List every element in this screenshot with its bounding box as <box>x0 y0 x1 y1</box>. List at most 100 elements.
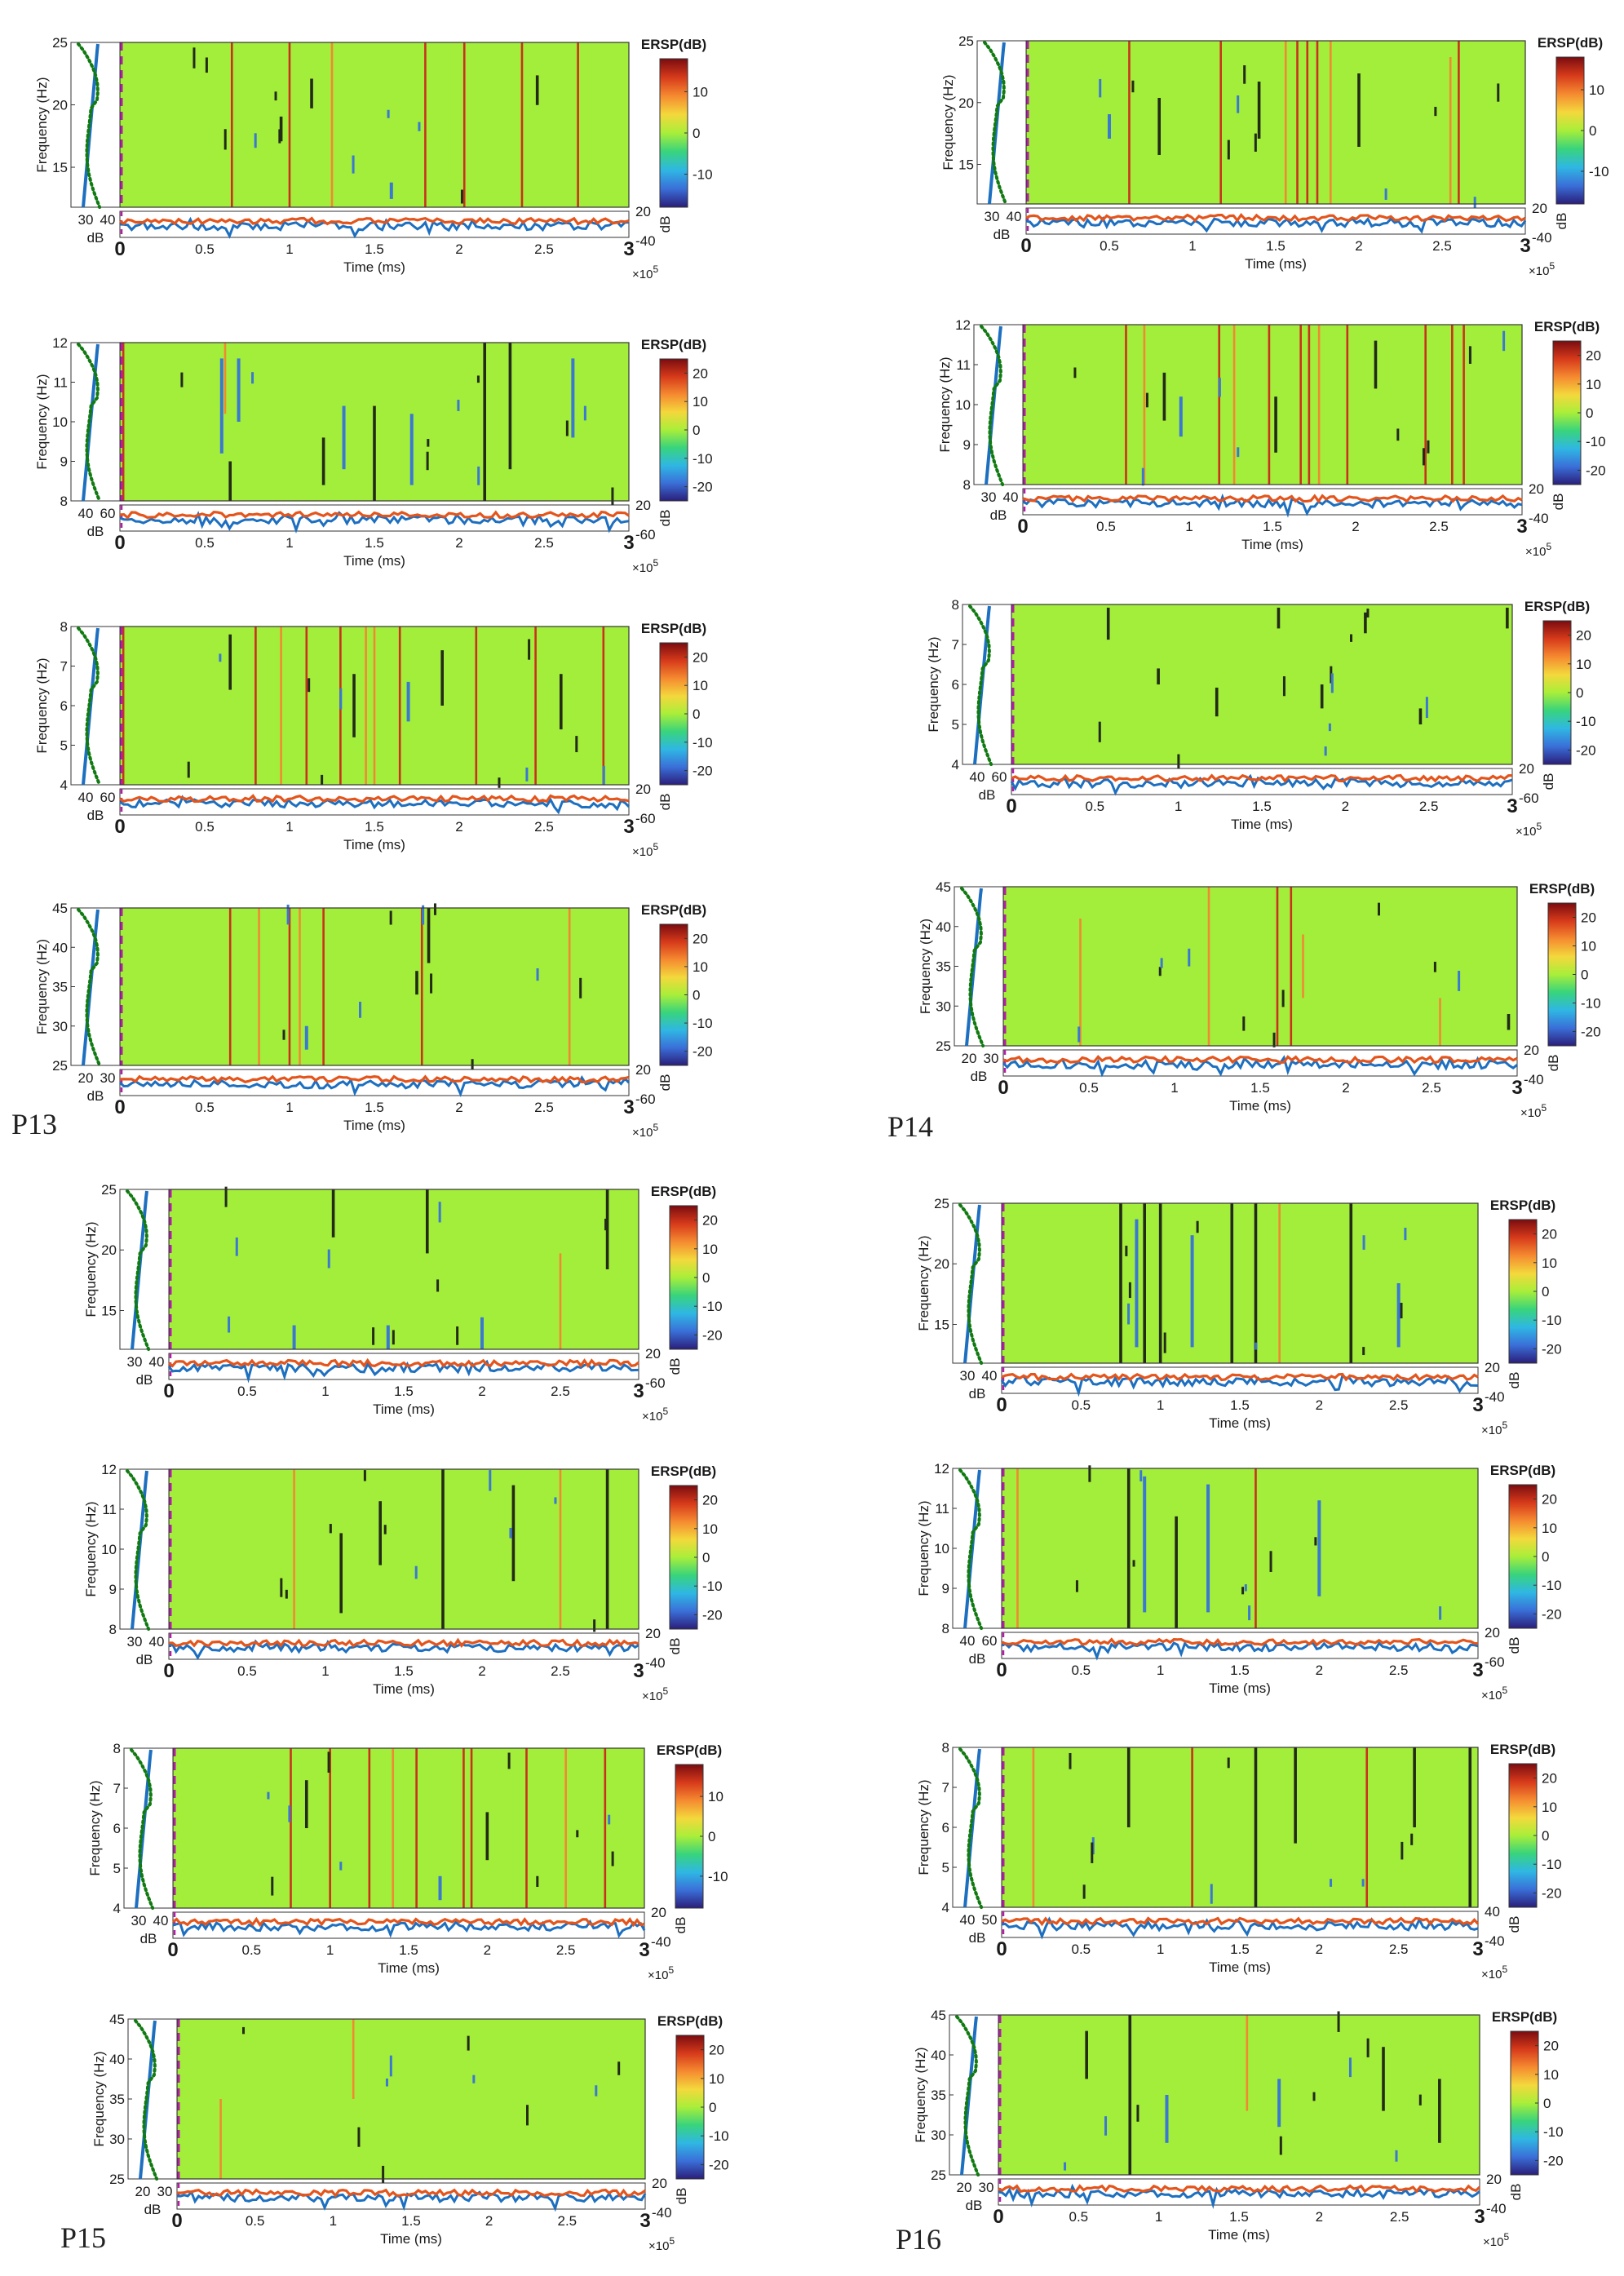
time-tick-label: 1 <box>1185 519 1193 534</box>
ersp-speckle <box>1473 197 1476 210</box>
ersp-speckle <box>1281 990 1285 1007</box>
power-spectrum-baseline-line <box>126 1469 151 1631</box>
ersp-speckle <box>608 1814 611 1825</box>
ersp-event-streak <box>1418 708 1423 724</box>
erp-axis-label: dB <box>674 2188 689 2205</box>
ersp-speckle <box>1091 1842 1094 1863</box>
heatmap-area <box>177 2019 645 2179</box>
ersp-speckle <box>363 1470 366 1481</box>
erp-trace-blue <box>1001 1916 1479 1940</box>
freq-tick-label: 8 <box>60 619 68 635</box>
power-spectrum-baseline-line <box>126 1189 151 1351</box>
ersp-speckle <box>1427 440 1430 454</box>
time-tick-label: 2.5 <box>534 241 554 257</box>
freq-axis-label: Frequency (Hz) <box>91 2051 107 2146</box>
ersp-speckle <box>1458 971 1461 991</box>
colorbar-tick-label: -10 <box>1542 1313 1562 1328</box>
ersp-event-streak <box>1207 887 1210 1046</box>
colorbar-tick-label: 10 <box>693 84 708 100</box>
time-tick-label: 0 <box>996 1659 1007 1681</box>
ersp-event-streak <box>1382 2047 1385 2111</box>
ersp-speckle <box>617 2061 621 2075</box>
ersp-speckle <box>1282 676 1285 697</box>
ersp-event-streak <box>420 908 423 1065</box>
erp-trace-blue <box>168 1639 639 1660</box>
freq-tick-label: 5 <box>113 1861 121 1876</box>
time-tick-label: 2.5 <box>1389 1397 1409 1413</box>
colorbar-tick-label: 20 <box>709 2043 724 2058</box>
ersp-event-streak <box>1143 325 1146 485</box>
ersp-event-streak <box>386 1325 390 1349</box>
ersp-speckle <box>1401 1841 1404 1860</box>
ersp-speckle <box>595 2085 598 2097</box>
ersp-speckle <box>187 761 190 778</box>
ersp-event-streak <box>1215 687 1219 717</box>
ersp-event-streak <box>1119 1203 1122 1363</box>
ersp-event-streak <box>288 908 291 1065</box>
freq-tick-label: 5 <box>60 738 68 754</box>
time-axis-label: Time (ms) <box>1209 1415 1271 1431</box>
erp-tick-label: 20 <box>651 1905 666 1920</box>
colorbar-tick-label: 20 <box>1542 1771 1557 1787</box>
ersp-event-streak <box>352 674 356 737</box>
colorbar-tick-label: 10 <box>1543 2067 1559 2083</box>
ersp-speckle <box>357 2127 361 2147</box>
ersp-event-streak <box>1507 1014 1511 1030</box>
ersp-speckle <box>1227 139 1230 160</box>
time-tick-label: 0 <box>998 1077 1008 1099</box>
colorbar-tick-label: 20 <box>1576 628 1591 644</box>
freq-tick-label: 6 <box>952 677 959 693</box>
ersp-event-streak <box>1016 1468 1019 1628</box>
erp-tick-label: 20 <box>1532 201 1547 216</box>
ersp-event-streak <box>1451 325 1454 485</box>
ersp-event-streak <box>1316 41 1319 204</box>
time-tick-label: 0 <box>114 816 125 838</box>
ersp-event-streak <box>559 1469 562 1629</box>
time-tick-label: 3 <box>1507 795 1517 817</box>
ersp-event-streak <box>1232 325 1236 485</box>
ersp-event-streak <box>1191 1747 1193 1907</box>
time-tick-label: 0.5 <box>195 1100 215 1115</box>
freq-tick-label: 40 <box>936 919 951 935</box>
time-tick-label: 3 <box>623 238 634 260</box>
heatmap-area <box>120 42 629 207</box>
erp-tick-label: -40 <box>645 1655 666 1671</box>
time-tick-label: 1 <box>321 1663 329 1679</box>
ersp-event-streak <box>290 1748 292 1908</box>
ersp-event-streak <box>342 405 346 470</box>
ersp-speckle <box>576 1830 579 1838</box>
ersp-speckle <box>251 372 254 384</box>
freq-tick-label: 40 <box>52 940 68 955</box>
ersp-speckle <box>1337 2011 1340 2032</box>
time-tick-label: 0 <box>996 1938 1007 1960</box>
ersp-speckle <box>579 977 582 999</box>
ersp-speckle <box>1366 2038 1370 2057</box>
erp-axis-label: dB <box>1551 494 1566 511</box>
ersp-event-streak <box>230 42 233 207</box>
freq-axis-label: Frequency (Hz) <box>83 1501 99 1596</box>
time-tick-label: 3 <box>1520 235 1530 257</box>
ersp-event-streak <box>441 1469 445 1629</box>
power-tick-label: 40 <box>149 1354 165 1370</box>
freq-tick-label: 45 <box>52 901 68 916</box>
colorbar <box>1547 902 1577 1047</box>
freq-tick-label: 12 <box>101 1462 117 1477</box>
freq-axis-label: Frequency (Hz) <box>916 1779 931 1875</box>
ersp-event-streak <box>1230 1203 1234 1363</box>
ersp-event-streak <box>1125 325 1127 485</box>
colorbar <box>1508 1219 1538 1364</box>
colorbar-tick-label: 0 <box>702 1270 710 1286</box>
ersp-speckle <box>1242 1016 1246 1031</box>
ersp-event-streak <box>1157 98 1161 155</box>
colorbar-tick-label: 0 <box>708 1829 715 1844</box>
ersp-speckle <box>1404 1227 1407 1241</box>
time-tick-label: 2 <box>1342 799 1349 814</box>
ersp-speckle <box>498 777 501 788</box>
freq-tick-label: 25 <box>52 35 68 51</box>
ersp-event-streak <box>1506 607 1509 629</box>
freq-axis-label: Frequency (Hz) <box>916 1500 931 1596</box>
freq-tick-label: 30 <box>936 999 951 1014</box>
ersp-speckle <box>280 1578 283 1597</box>
